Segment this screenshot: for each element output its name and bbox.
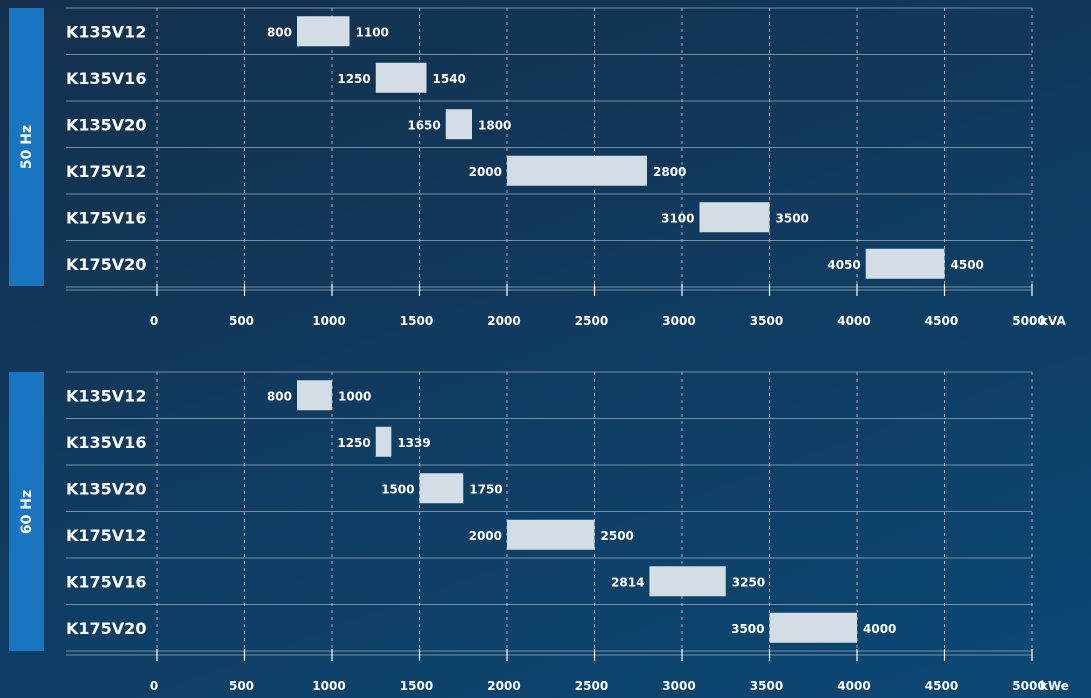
panel1-tick-label: 2000	[487, 314, 520, 328]
panel1-range-min-label: 3100	[661, 211, 694, 225]
panel2-range-bar	[375, 426, 392, 457]
panel2-range-min-label: 1250	[337, 436, 370, 450]
panel1-range-min-label: 1650	[407, 118, 440, 132]
panel1-unit-label: kVA	[1040, 314, 1066, 328]
panel1-tick-label: 4000	[837, 314, 870, 328]
panel1-tick-label: 4500	[925, 314, 958, 328]
panel1-range-max-label: 4500	[951, 258, 984, 272]
panel1-model-label: K175V20	[66, 255, 146, 274]
panel1-tick-label: 5000	[1012, 314, 1045, 328]
panel1-tick-label: 2500	[575, 314, 608, 328]
panel2-range-min-label: 1500	[381, 482, 414, 496]
panel1-range-max-label: 1100	[356, 25, 389, 39]
panel1-range-max-label: 1800	[478, 118, 511, 132]
panel2-range-max-label: 2500	[601, 529, 634, 543]
panel2-tick-label: 4500	[925, 679, 958, 693]
panel2-range-max-label: 1339	[397, 436, 430, 450]
panel2-tick-label: 1000	[312, 679, 345, 693]
panel1-range-max-label: 1540	[433, 72, 466, 86]
panel1-model-label: K175V16	[66, 208, 146, 227]
panel1-tick-label: 0	[150, 314, 158, 328]
panel2-tick-label: 2500	[575, 679, 608, 693]
panel1-tick-label: 3000	[662, 314, 695, 328]
panel2-tick-label: 0	[150, 679, 158, 693]
panel1-range-bar	[699, 202, 770, 233]
panel2-range-min-label: 2000	[469, 529, 502, 543]
panel2-range-bar	[297, 380, 332, 411]
panel2-tick-label: 5000	[1012, 679, 1045, 693]
panel-tab-50hz: 50 Hz	[9, 8, 44, 286]
panel1-range-bar	[445, 109, 472, 140]
panel1-range-min-label: 1250	[337, 72, 370, 86]
panel1-tick-label: 1500	[400, 314, 433, 328]
panel1-range-max-label: 3500	[776, 211, 809, 225]
panel2-range-bar	[649, 566, 726, 597]
panel2-model-label: K135V20	[66, 479, 146, 498]
panel1-model-label: K135V12	[66, 22, 146, 41]
panel1-model-label: K175V12	[66, 162, 146, 181]
panel2-range-bar	[507, 519, 595, 550]
panel2-model-label: K175V12	[66, 526, 146, 545]
panel2-model-label: K175V20	[66, 619, 146, 638]
panel2-range-min-label: 2814	[611, 575, 644, 589]
panel2-model-label: K135V16	[66, 433, 146, 452]
panel1-tick-label: 3500	[750, 314, 783, 328]
panel2-tick-label: 2000	[487, 679, 520, 693]
panel2-model-label: K135V12	[66, 386, 146, 405]
panel2-range-max-label: 3250	[732, 575, 765, 589]
panel2-model-label: K175V16	[66, 572, 146, 591]
panel1-range-min-label: 800	[267, 25, 292, 39]
panel1-range-bar	[297, 16, 350, 47]
panel1-range-bar	[865, 248, 945, 279]
panel2-tick-label: 500	[229, 679, 254, 693]
panel2-range-min-label: 3500	[731, 622, 764, 636]
panel2-tick-label: 3000	[662, 679, 695, 693]
panel1-range-bar	[507, 155, 647, 186]
panel2-range-bar	[769, 612, 857, 643]
panel1-range-bar	[375, 62, 427, 93]
panel2-unit-label: kWe	[1040, 679, 1069, 693]
panel2-range-max-label: 4000	[863, 622, 896, 636]
panel1-range-min-label: 4050	[827, 258, 860, 272]
panel1-range-min-label: 2000	[469, 165, 502, 179]
panel1-model-label: K135V16	[66, 69, 146, 88]
panel1-tick-label: 1000	[312, 314, 345, 328]
panel2-tick-label: 4000	[837, 679, 870, 693]
panel1-tick-label: 500	[229, 314, 254, 328]
panel2-range-bar	[419, 473, 464, 504]
panel-tab-60hz: 60 Hz	[9, 372, 44, 651]
panel1-model-label: K135V20	[66, 115, 146, 134]
panel1-range-max-label: 2800	[653, 165, 686, 179]
panel2-tick-label: 1500	[400, 679, 433, 693]
panel2-range-min-label: 800	[267, 389, 292, 403]
panel2-range-max-label: 1000	[338, 389, 371, 403]
panel2-range-max-label: 1750	[469, 482, 502, 496]
panel2-tick-label: 3500	[750, 679, 783, 693]
